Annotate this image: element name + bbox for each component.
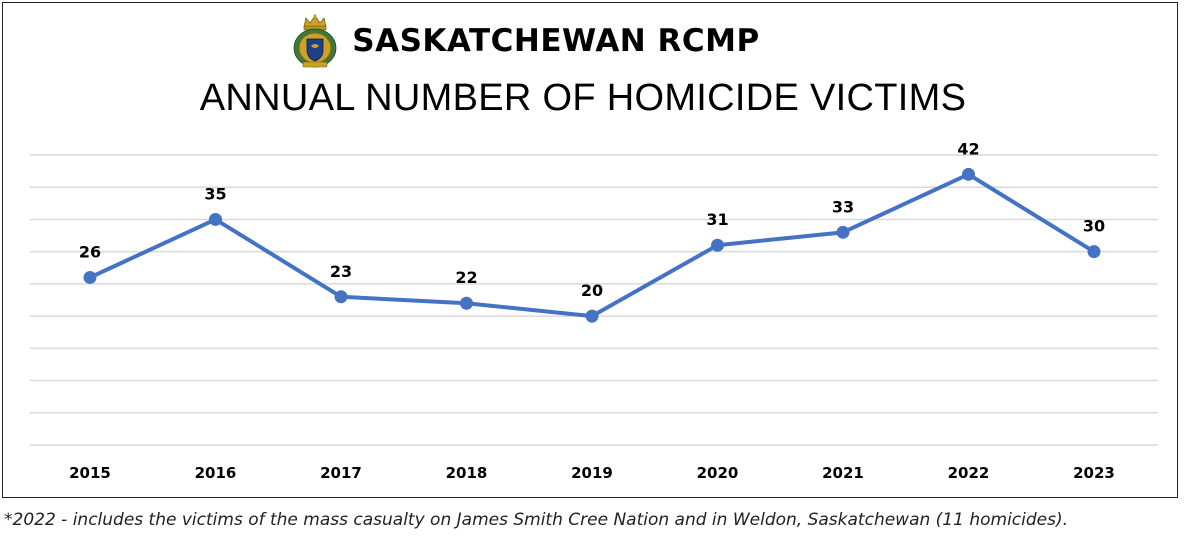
x-tick-label-2022: 2022 [948,464,990,482]
data-label-2020: 31 [706,210,728,229]
data-point-2015 [83,270,97,284]
data-point-2018 [460,296,473,310]
data-point-2016 [209,212,222,226]
data-label-2023: 30 [1083,217,1105,236]
data-point-2020 [711,238,724,252]
data-labels: 26 35 23 22 20 31 33 42 30 [79,139,1105,300]
x-tick-label-2016: 2016 [195,464,237,482]
org-title: SASKATCHEWAN RCMP [352,23,760,59]
footnote: *2022 - includes the victims of the mass… [4,510,1069,530]
x-axis-tick-labels: 2015 2016 2017 2018 2019 2020 2021 2022 2023 [69,464,1115,482]
data-point-2019 [585,309,599,323]
x-tick-label-2021: 2021 [822,464,864,482]
x-tick-label-2019: 2019 [571,464,613,482]
data-label-2016: 35 [204,184,226,203]
data-label-2018: 22 [455,268,477,287]
data-point-2023 [1087,245,1101,259]
data-point-2017 [334,290,348,304]
x-tick-label-2015: 2015 [69,464,111,482]
data-label-2019: 20 [581,281,603,300]
data-point-2021 [836,225,850,239]
chart-title: ANNUAL NUMBER OF HOMICIDE VICTIMS [199,77,967,119]
data-label-2022: 42 [957,139,979,158]
data-label-2021: 33 [832,197,854,216]
data-label-2015: 26 [79,242,101,261]
data-point-2022 [962,167,975,181]
x-tick-label-2018: 2018 [446,464,488,482]
x-tick-label-2020: 2020 [697,464,739,482]
chart-frame: SASKATCHEWAN RCMP ANNUAL NUMBER OF HOMIC… [2,2,1178,498]
x-tick-label-2017: 2017 [320,464,362,482]
data-label-2017: 23 [330,262,352,281]
x-tick-label-2023: 2023 [1073,464,1115,482]
data-points [83,167,1101,323]
title-row: SASKATCHEWAN RCMP [3,13,1179,69]
rcmp-crest-icon [293,14,337,68]
